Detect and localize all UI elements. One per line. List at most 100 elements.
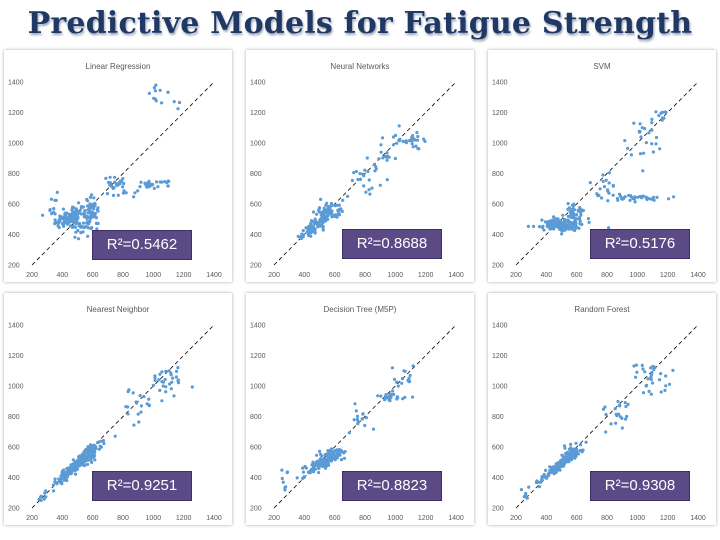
data-point bbox=[65, 220, 69, 224]
data-point bbox=[138, 185, 142, 189]
data-point bbox=[659, 372, 663, 376]
data-point bbox=[101, 439, 106, 443]
y-tick-label: 600 bbox=[8, 445, 20, 452]
data-point bbox=[544, 476, 548, 480]
y-tick-label: 800 bbox=[250, 414, 262, 421]
data-point bbox=[321, 221, 325, 225]
data-point bbox=[652, 367, 656, 372]
data-point bbox=[99, 439, 103, 443]
data-point bbox=[154, 180, 159, 184]
data-point bbox=[160, 399, 164, 403]
y-tick-label: 600 bbox=[8, 202, 20, 209]
data-point bbox=[408, 379, 412, 383]
data-point bbox=[356, 177, 360, 182]
data-point bbox=[601, 179, 605, 183]
x-tick-label: 400 bbox=[298, 272, 310, 279]
y-tick-label: 600 bbox=[492, 202, 504, 209]
data-point bbox=[545, 222, 549, 226]
data-point bbox=[537, 485, 542, 489]
data-point bbox=[561, 223, 565, 227]
data-point bbox=[90, 193, 94, 197]
chart-title: Linear Regression bbox=[86, 62, 151, 71]
data-point bbox=[85, 220, 89, 224]
data-point bbox=[121, 177, 125, 181]
data-point bbox=[564, 452, 568, 456]
data-point bbox=[88, 217, 92, 221]
data-point bbox=[356, 422, 360, 426]
data-point bbox=[168, 382, 172, 386]
data-point bbox=[299, 235, 303, 239]
data-point bbox=[363, 168, 367, 172]
data-point bbox=[646, 196, 651, 201]
data-point bbox=[569, 215, 573, 220]
data-point bbox=[562, 219, 566, 223]
data-point bbox=[307, 224, 311, 228]
data-point bbox=[604, 430, 608, 434]
data-point bbox=[414, 144, 418, 148]
data-point bbox=[552, 472, 556, 476]
data-point bbox=[81, 205, 85, 209]
data-point bbox=[160, 370, 164, 374]
data-point bbox=[139, 404, 143, 408]
data-point bbox=[82, 226, 86, 230]
data-point bbox=[62, 224, 66, 228]
data-point bbox=[97, 447, 101, 451]
data-point bbox=[408, 138, 413, 143]
data-point bbox=[132, 195, 136, 199]
x-tick-label: 800 bbox=[117, 272, 129, 279]
data-point bbox=[118, 179, 122, 183]
x-tick-label: 1400 bbox=[448, 272, 464, 279]
data-point bbox=[147, 179, 151, 183]
data-point bbox=[557, 463, 561, 467]
y-tick-label: 1200 bbox=[8, 110, 24, 117]
data-point bbox=[110, 184, 114, 188]
data-point bbox=[302, 475, 306, 479]
y-tick-label: 800 bbox=[250, 171, 262, 178]
data-point bbox=[70, 208, 74, 212]
data-point bbox=[354, 169, 358, 174]
data-point bbox=[542, 228, 546, 232]
data-point bbox=[571, 449, 575, 453]
data-point bbox=[93, 458, 97, 462]
scatter-plot-svm: SVM 200 400 600 800 1000 1200 1400 200 400 600 800 1… bbox=[492, 62, 706, 279]
data-point bbox=[571, 204, 575, 208]
data-point bbox=[519, 488, 523, 492]
chart-title: Decision Tree (M5P) bbox=[324, 305, 397, 314]
data-point bbox=[175, 369, 179, 373]
data-point bbox=[549, 465, 553, 469]
data-point bbox=[408, 373, 412, 378]
data-point bbox=[306, 233, 311, 237]
data-point bbox=[166, 90, 170, 94]
data-point bbox=[163, 377, 167, 382]
data-point bbox=[376, 394, 380, 398]
data-point bbox=[73, 472, 78, 476]
data-point bbox=[315, 223, 319, 227]
data-point bbox=[570, 208, 574, 213]
data-point bbox=[367, 178, 371, 182]
data-point bbox=[578, 443, 583, 447]
data-point bbox=[401, 397, 405, 401]
x-tick-label: 1400 bbox=[206, 272, 222, 279]
data-point bbox=[112, 185, 116, 190]
data-point bbox=[607, 226, 611, 230]
data-point bbox=[378, 183, 382, 187]
data-point bbox=[164, 390, 168, 394]
y-tick-label: 1000 bbox=[492, 141, 508, 148]
data-point bbox=[563, 446, 567, 450]
data-point bbox=[319, 452, 323, 456]
data-point bbox=[411, 395, 415, 399]
data-point bbox=[574, 224, 578, 228]
data-point bbox=[626, 402, 630, 406]
data-point bbox=[422, 137, 426, 141]
data-point bbox=[139, 410, 143, 414]
data-point bbox=[68, 224, 72, 228]
data-point bbox=[113, 175, 117, 179]
data-point bbox=[92, 443, 96, 447]
data-point bbox=[85, 216, 89, 220]
data-point bbox=[650, 381, 655, 385]
data-point bbox=[580, 209, 584, 213]
data-point bbox=[149, 183, 153, 187]
data-point bbox=[78, 457, 82, 461]
data-point bbox=[147, 397, 151, 401]
data-point bbox=[395, 141, 399, 145]
